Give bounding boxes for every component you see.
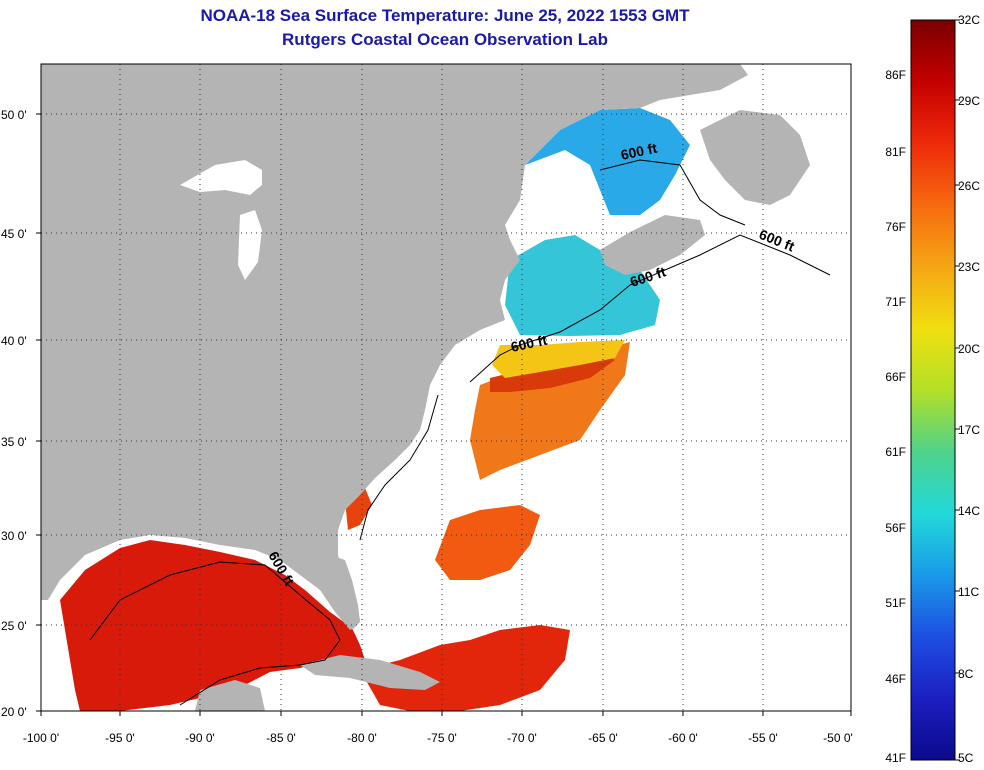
isobath-600ft-southeast (359, 394, 439, 541)
lon-tick-label: -55 0' (748, 731, 778, 745)
colorbar-fahrenheit-label: 66F (885, 370, 906, 384)
lat-tick-label: 50 0' (1, 108, 27, 122)
gulf-of-maine-sst (505, 235, 660, 336)
lon-tick-label: -75 0' (427, 731, 457, 745)
isobath-600ft-east (469, 234, 831, 383)
north-america-land (41, 64, 748, 630)
isobath-600ft-gulf (89, 561, 341, 706)
lat-tick-label: 20 0' (1, 705, 27, 719)
lon-tick-label: -95 0' (105, 731, 135, 745)
colorbar-celsius-label: 29C (958, 94, 980, 108)
isobath-label: 600 ft (509, 332, 548, 355)
isobath-600ft-stlawrence (599, 159, 746, 226)
colorbar-fahrenheit-label: 76F (885, 220, 906, 234)
lon-tick-label: -100 0' (23, 731, 59, 745)
colorbar-fahrenheit-label: 56F (885, 521, 906, 535)
lon-tick-label: -65 0' (588, 731, 618, 745)
lat-tick-label: 30 0' (1, 529, 27, 543)
colorbar-fahrenheit-label: 81F (885, 145, 906, 159)
florida-land (330, 555, 360, 630)
yucatan-land (195, 680, 265, 711)
colorbar-fahrenheit-label: 61F (885, 445, 906, 459)
map-frame (40, 63, 852, 712)
lon-tick-label: -85 0' (266, 731, 296, 745)
isobath-label: 600 ft (619, 140, 658, 163)
latitude-axis: 50 0' 45 0' 40 0' 35 0' 30 0' 25 0' 20 0… (1, 108, 41, 719)
colorbar-celsius-label: 11C (958, 585, 979, 599)
colorbar-celsius-label: 20C (958, 342, 980, 356)
colorbar-celsius-label: 32C (958, 13, 980, 27)
colorbar-fahrenheit-label: 71F (885, 295, 906, 309)
colorbar-celsius-label: 5C (958, 751, 974, 765)
colorbar-celsius-label: 26C (958, 179, 980, 193)
lat-tick-label: 40 0' (1, 334, 27, 348)
map-layers (41, 64, 831, 711)
colorbar-fahrenheit-label: 41F (885, 751, 906, 765)
lat-tick-label: 45 0' (1, 227, 27, 241)
caribbean-sst (360, 625, 570, 711)
gulf-of-mexico-sst (60, 540, 365, 711)
lat-tick-label: 35 0' (1, 435, 27, 449)
temperature-colorbar: 32C 29C 26C 23C 20C 17C 14C 11C 8C 5C 86… (885, 13, 980, 765)
isobath-contours (89, 159, 831, 706)
map-title: NOAA-18 Sea Surface Temperature: June 25… (200, 6, 690, 25)
lon-tick-label: -50 0' (823, 731, 853, 745)
lon-tick-label: -90 0' (185, 731, 215, 745)
colorbar-gradient (910, 19, 956, 761)
lon-tick-label: -80 0' (347, 731, 377, 745)
map-subtitle: Rutgers Coastal Ocean Observation Lab (282, 30, 608, 49)
newfoundland-land (700, 110, 810, 205)
colorbar-fahrenheit-label: 46F (885, 672, 906, 686)
lon-tick-label: -60 0' (668, 731, 698, 745)
cuba-land (300, 655, 440, 690)
colorbar-celsius-label: 17C (958, 423, 980, 437)
lat-tick-label: 25 0' (1, 619, 27, 633)
graticule (41, 64, 851, 711)
colorbar-fahrenheit-label: 51F (885, 596, 906, 610)
nova-scotia-land (600, 215, 705, 275)
colorbar-celsius-label: 14C (958, 504, 980, 518)
lon-tick-label: -70 0' (507, 731, 537, 745)
longitude-axis: -100 0' -95 0' -90 0' -85 0' -80 0' -75 … (23, 711, 853, 745)
gulf-of-st-lawrence-sst (525, 108, 690, 215)
shelf-yellow-sst (492, 340, 625, 378)
sargasso-patches-sst (435, 505, 540, 580)
colorbar-celsius-label: 8C (958, 667, 974, 681)
colorbar-fahrenheit-label: 86F (885, 68, 906, 82)
colorbar-celsius-label: 23C (958, 260, 980, 274)
